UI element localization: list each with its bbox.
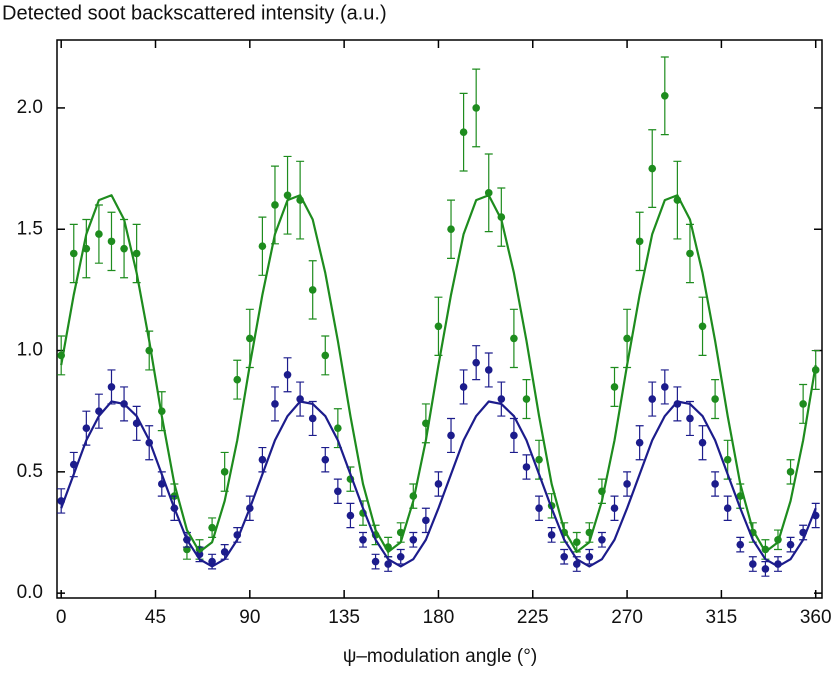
data-point	[258, 455, 267, 464]
fit-line	[60, 194, 817, 554]
data-point	[283, 191, 292, 200]
data-point	[308, 414, 317, 423]
data-point	[271, 400, 279, 408]
data-point	[434, 322, 443, 331]
data-point	[572, 560, 581, 568]
data-point	[107, 383, 116, 391]
data-point	[321, 351, 330, 360]
data-point	[711, 395, 719, 403]
data-point	[321, 455, 330, 464]
data-point	[308, 286, 317, 294]
data-point	[359, 535, 367, 544]
data-point	[711, 480, 719, 488]
data-point	[648, 164, 657, 173]
data-point	[120, 244, 128, 253]
data-point	[459, 128, 468, 136]
data-point	[522, 463, 531, 471]
data-point	[208, 523, 216, 532]
data-point	[447, 225, 455, 234]
data-point	[434, 480, 443, 488]
y-tick-label: 2.0	[17, 97, 43, 118]
data-point	[535, 455, 543, 464]
x-axis-label: ψ–modulation angle (°)	[343, 646, 537, 667]
data-point	[371, 557, 380, 566]
data-point	[484, 189, 493, 197]
data-point	[761, 565, 770, 573]
data-point	[623, 480, 631, 488]
fit-line	[60, 400, 817, 568]
data-point	[459, 383, 468, 391]
data-point	[220, 548, 229, 556]
data-point	[698, 438, 707, 447]
data-point	[510, 334, 518, 343]
x-tick-label: 45	[145, 607, 166, 628]
data-point	[346, 511, 355, 520]
plot-frame	[56, 39, 823, 599]
y-tick-label: 1.0	[17, 340, 43, 361]
x-tick-label: 225	[517, 607, 549, 628]
data-point	[572, 538, 581, 546]
data-point	[698, 322, 707, 331]
data-point	[686, 414, 694, 423]
data-point	[484, 366, 493, 374]
data-point	[610, 383, 619, 391]
x-tick-label: 180	[423, 607, 455, 628]
x-tick-label: 90	[239, 607, 260, 628]
x-tick-label: 360	[800, 607, 832, 628]
data-point	[283, 371, 292, 379]
y-tick-label: 1.5	[17, 218, 43, 239]
data-point	[686, 249, 694, 258]
data-point	[497, 395, 506, 403]
y-tick-label: 0.5	[17, 461, 43, 482]
data-point	[107, 237, 116, 246]
data-point	[635, 237, 644, 246]
data-point	[95, 230, 103, 238]
data-point	[799, 400, 807, 408]
data-point	[749, 560, 757, 568]
data-point	[220, 468, 229, 476]
data-point	[447, 431, 455, 440]
data-point	[409, 535, 418, 544]
data-point	[585, 552, 594, 561]
data-point	[786, 468, 795, 476]
data-point	[736, 540, 745, 549]
data-point	[510, 431, 518, 440]
data-point	[258, 242, 267, 251]
data-point	[422, 516, 430, 525]
data-point	[334, 487, 342, 496]
data-point	[786, 540, 795, 549]
data-point	[208, 557, 216, 566]
data-point	[522, 395, 531, 403]
data-point	[723, 455, 732, 464]
x-tick-label: 0	[56, 607, 67, 628]
data-point	[648, 395, 657, 403]
x-tick-label: 270	[611, 607, 643, 628]
data-point	[598, 535, 606, 544]
data-point	[384, 560, 392, 568]
data-point	[635, 438, 644, 447]
data-point	[246, 334, 254, 343]
data-point	[82, 424, 91, 432]
y-tick-label: 0.0	[17, 582, 43, 603]
data-point	[623, 334, 631, 343]
data-point	[610, 504, 619, 513]
data-point	[661, 383, 669, 391]
data-point	[535, 504, 543, 513]
data-point	[723, 504, 732, 513]
data-point	[560, 552, 569, 561]
x-tick-label: 135	[328, 607, 360, 628]
data-point	[472, 104, 480, 112]
chart-title: Detected soot backscattered intensity (a…	[2, 2, 387, 24]
data-point	[661, 92, 669, 100]
data-point	[233, 375, 242, 384]
data-point	[547, 531, 556, 539]
data-point	[69, 249, 78, 258]
data-point	[334, 424, 342, 432]
data-point	[271, 201, 279, 209]
x-tick-label: 315	[706, 607, 738, 628]
data-point	[132, 249, 141, 258]
data-point	[396, 552, 405, 561]
data-point	[472, 358, 480, 367]
